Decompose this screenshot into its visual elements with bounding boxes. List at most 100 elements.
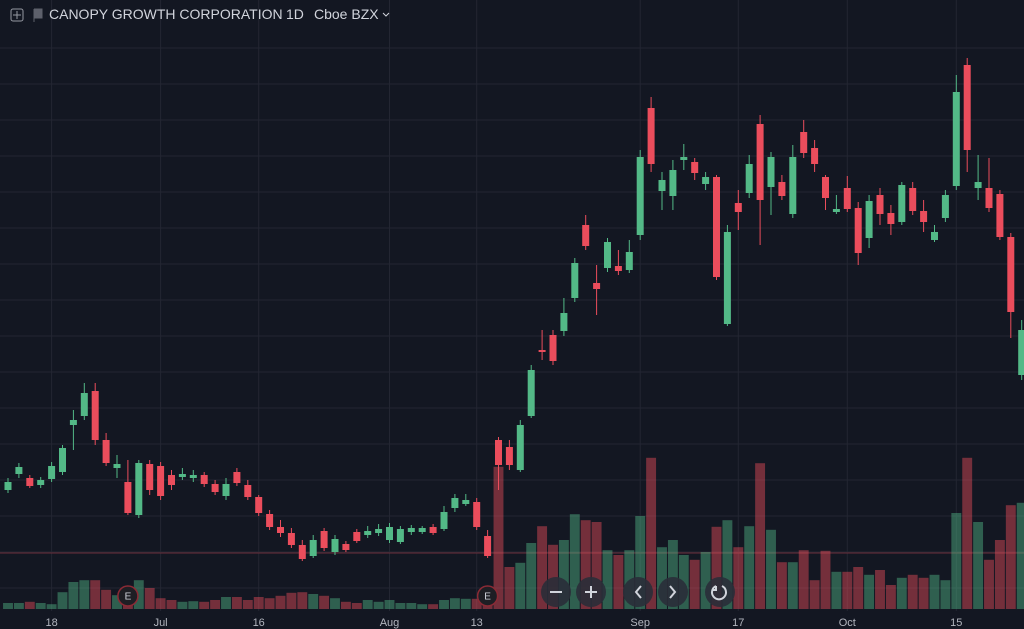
candle-body — [952, 92, 960, 186]
volume-bar — [188, 601, 199, 609]
volume-bar — [569, 514, 580, 609]
exchange[interactable]: Cboe BZX — [314, 6, 379, 22]
expand-icon[interactable] — [10, 8, 24, 22]
volume-bar — [351, 603, 362, 609]
volume-bar — [689, 559, 700, 609]
candle-body — [135, 463, 143, 515]
candle-body — [309, 540, 317, 556]
volume-bar — [308, 594, 319, 609]
symbol-title: CANOPY GROWTH CORPORATION — [49, 6, 283, 22]
candle-body — [113, 464, 121, 468]
volume-bar — [962, 457, 973, 609]
candle-body — [898, 185, 906, 222]
volume-bar — [853, 567, 864, 609]
x-axis: 18 Jul 16 Aug 13 Sep 17 Oct 15 — [45, 617, 962, 629]
volume-bar — [133, 580, 144, 609]
candle-body — [713, 177, 720, 277]
candle-body — [723, 232, 731, 324]
exchange-chevron[interactable] — [382, 12, 390, 17]
volume-bar — [406, 603, 417, 609]
candle-body — [516, 425, 524, 470]
scroll-left-button[interactable] — [623, 577, 653, 607]
candle-body — [789, 157, 797, 214]
candle-body — [462, 500, 470, 504]
volume-bar — [24, 601, 35, 609]
candle-body — [59, 448, 66, 472]
expand-plus — [13, 11, 21, 19]
candle-body — [244, 485, 252, 497]
candle-body — [658, 180, 666, 191]
volume-bar — [340, 601, 351, 609]
candle-body — [843, 188, 851, 209]
volume-bar — [733, 547, 744, 609]
volume-bar — [428, 604, 439, 609]
candle-body — [364, 531, 372, 535]
volume-bar — [787, 562, 798, 609]
interval[interactable]: 1D — [286, 6, 304, 22]
candle-body — [876, 195, 884, 214]
volume-bar — [667, 540, 678, 609]
candle-body — [222, 484, 230, 496]
candle-body — [1007, 237, 1015, 312]
candle-body — [375, 529, 383, 533]
volume-bar — [918, 577, 929, 609]
candle-body — [484, 536, 492, 556]
volume-bar — [101, 589, 112, 609]
candle-body — [822, 177, 829, 198]
volume-bar — [439, 600, 449, 609]
candle-body — [625, 252, 633, 270]
earnings-marker — [476, 585, 499, 607]
candle-body — [200, 475, 208, 484]
candle-body — [353, 532, 361, 541]
candle-body — [178, 474, 186, 477]
flag-icon[interactable] — [33, 8, 43, 22]
volume-bar — [417, 604, 428, 609]
candle-body — [767, 157, 775, 187]
candle-body — [189, 475, 197, 478]
candle-body — [342, 544, 350, 550]
candle-body — [298, 545, 306, 559]
candle-body — [48, 466, 56, 479]
candle-body — [778, 182, 786, 196]
volume-bar — [177, 601, 188, 609]
candle-body — [691, 162, 699, 173]
candle-body — [277, 527, 284, 533]
volume-bar — [515, 562, 526, 609]
candle-body — [157, 466, 165, 496]
candle-body — [593, 283, 601, 289]
volume-bar — [602, 550, 613, 609]
volume-bar — [1016, 502, 1024, 609]
volume-bar — [155, 598, 166, 609]
volume-bar — [221, 597, 231, 609]
volume-bar — [1005, 505, 1016, 609]
candle-body — [102, 440, 110, 463]
volume-bar — [896, 577, 907, 609]
volume-bar — [362, 600, 373, 609]
volume-bar — [994, 540, 1005, 609]
earnings-label: E — [125, 592, 132, 603]
volume-bar — [558, 540, 569, 609]
candle-body — [974, 182, 982, 188]
volume-bar — [493, 466, 504, 609]
candle-body — [811, 148, 819, 164]
candle-body — [440, 512, 448, 529]
reset-icon — [711, 585, 727, 601]
x-tick-label: 16 — [253, 617, 265, 629]
earnings-marker — [117, 585, 139, 607]
candle-body — [549, 335, 557, 361]
earnings-label: E — [484, 592, 491, 603]
volume-bar — [373, 601, 384, 609]
candle-body — [495, 440, 502, 465]
volume-bar — [885, 585, 896, 609]
candle-body — [233, 472, 241, 483]
candle-body — [680, 157, 688, 160]
volume-bar — [624, 550, 635, 609]
volume-bar — [253, 597, 264, 609]
volume-bar — [875, 570, 885, 609]
reset-button[interactable] — [705, 577, 735, 607]
candle-body — [26, 478, 34, 486]
scroll-right-button[interactable] — [658, 577, 688, 607]
volume-bar — [68, 582, 79, 609]
